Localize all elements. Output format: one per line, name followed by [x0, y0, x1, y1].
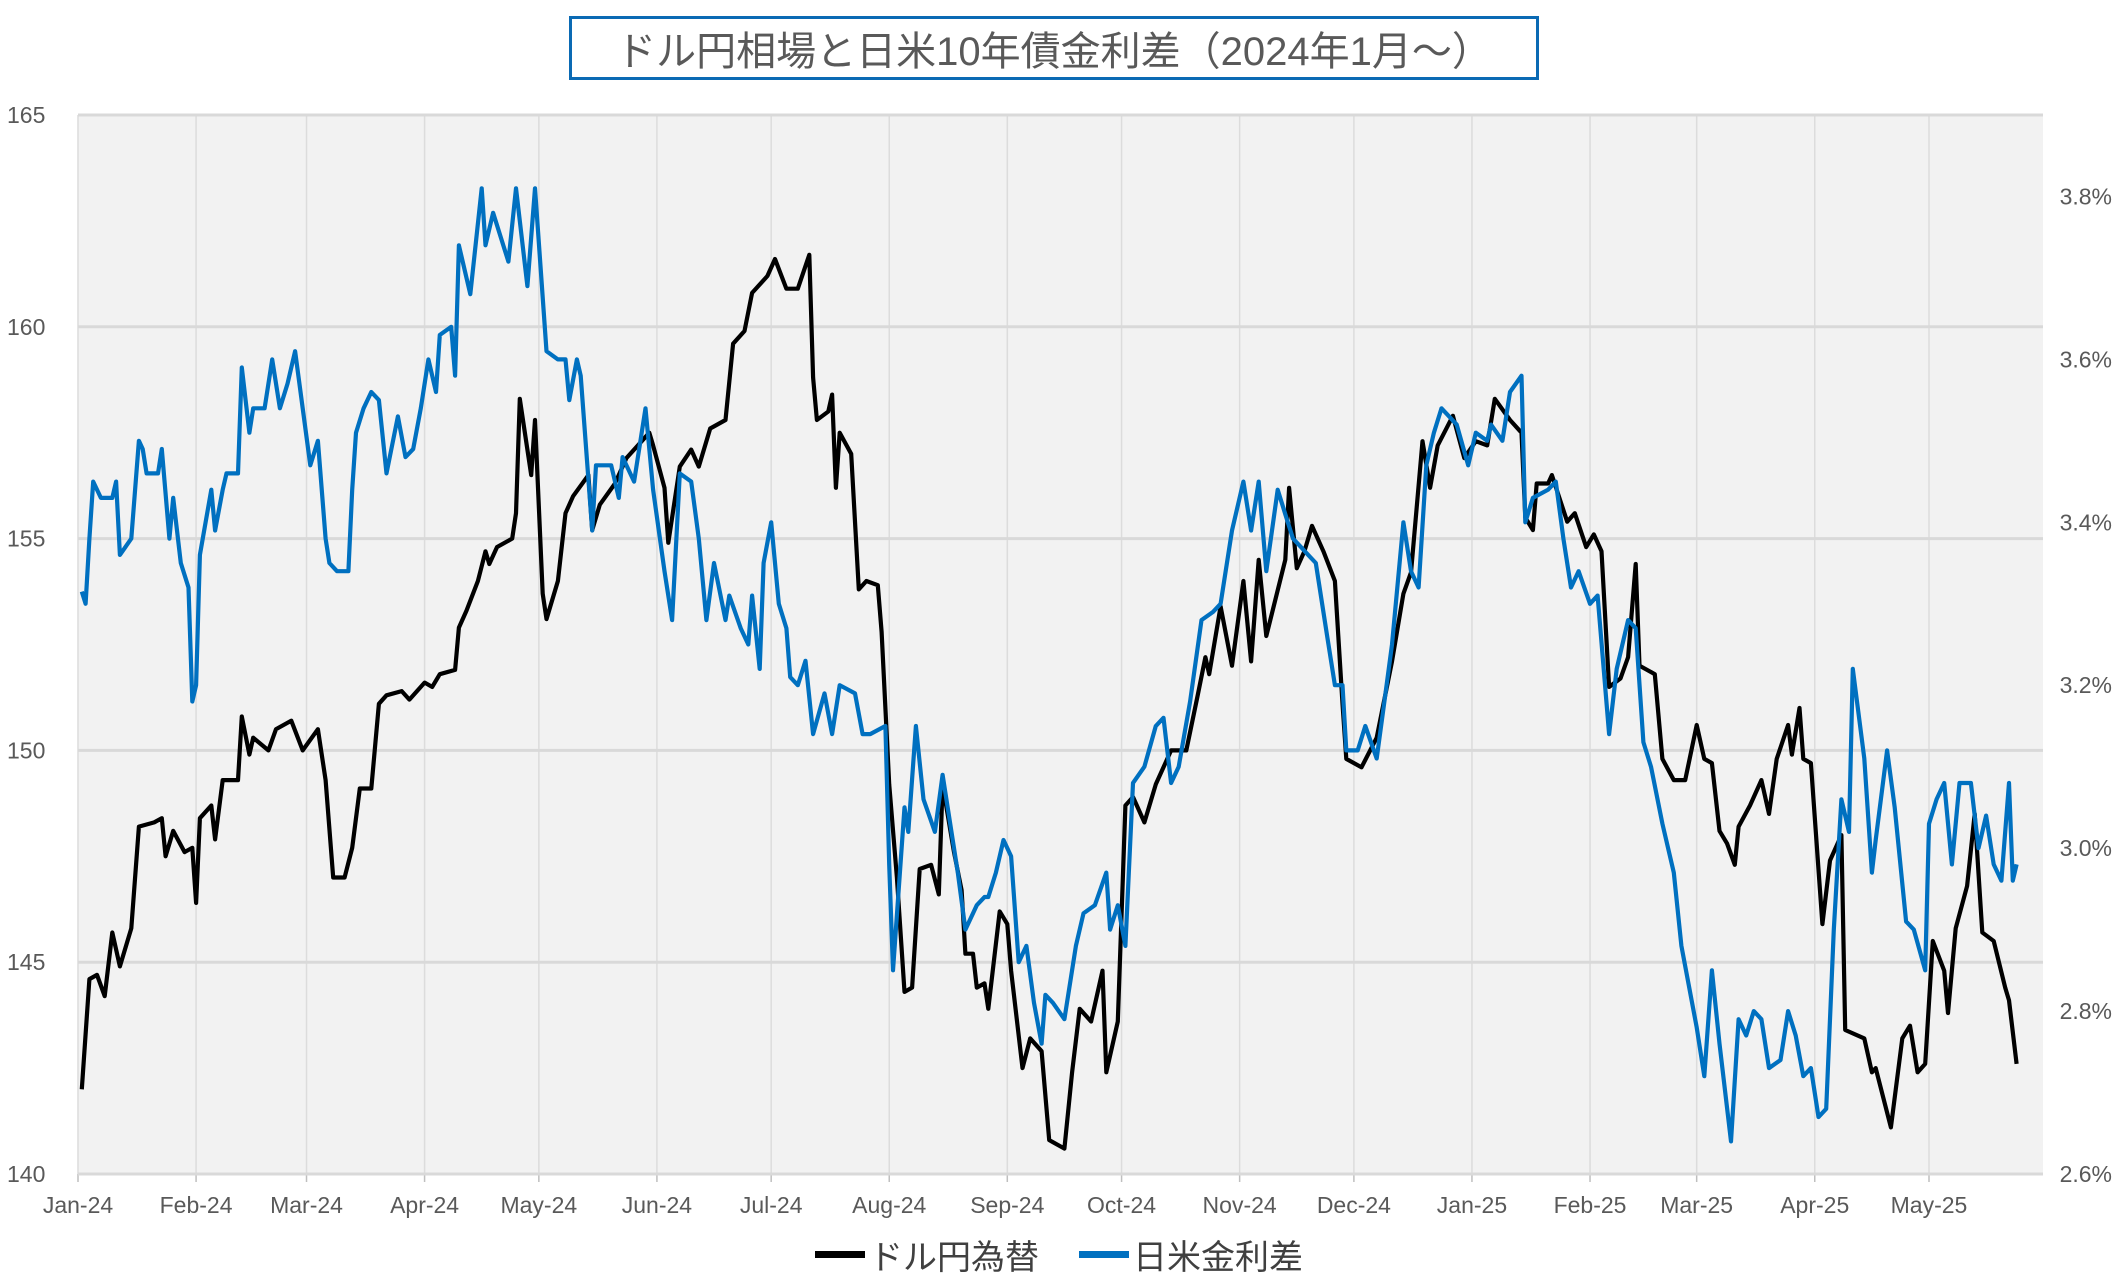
- y-right-tick-label: 3.8%: [2060, 183, 2112, 209]
- x-tick-label: May-24: [500, 1192, 577, 1218]
- y-left-tick-label: 160: [7, 314, 45, 340]
- x-tick-label: Mar-25: [1660, 1192, 1733, 1218]
- x-tick-label: May-25: [1891, 1192, 1968, 1218]
- legend-item-usdjpy: ドル円為替: [815, 1230, 1039, 1279]
- chart-title: ドル円相場と日米10年債金利差（2024年1月～）: [569, 16, 1539, 80]
- y-left-tick-label: 145: [7, 949, 45, 975]
- x-tick-label: Feb-25: [1554, 1192, 1627, 1218]
- legend-label-usdjpy: ドル円為替: [869, 1239, 1039, 1277]
- legend-label-spread: 日米金利差: [1133, 1239, 1303, 1277]
- x-tick-label: Oct-24: [1087, 1192, 1156, 1218]
- x-tick-label: Jan-25: [1437, 1192, 1507, 1218]
- x-tick-label: Sep-24: [970, 1192, 1044, 1218]
- x-tick-label: Dec-24: [1317, 1192, 1391, 1218]
- y-left-tick-label: 150: [7, 737, 45, 763]
- series-line-usdjpy: [79, 252, 2019, 1151]
- y-right-tick-label: 3.6%: [2060, 346, 2112, 372]
- legend-swatch-usdjpy: [815, 1251, 865, 1258]
- legend-swatch-spread: [1079, 1251, 1129, 1258]
- y-left-tick-label: 155: [7, 526, 45, 552]
- y-right-tick-label: 3.2%: [2060, 672, 2112, 698]
- legend-item-spread: 日米金利差: [1079, 1230, 1303, 1279]
- x-tick-label: Mar-24: [270, 1192, 343, 1218]
- x-tick-label: Nov-24: [1203, 1192, 1277, 1218]
- x-tick-label: Jul-24: [740, 1192, 803, 1218]
- y-right-tick-label: 2.8%: [2060, 998, 2112, 1024]
- x-tick-label: Feb-24: [160, 1192, 233, 1218]
- y-right-tick-label: 3.0%: [2060, 835, 2112, 861]
- x-tick-label: Jan-24: [43, 1192, 114, 1218]
- series-line-spread: [79, 186, 2019, 1144]
- x-tick-label: Aug-24: [852, 1192, 926, 1218]
- x-tick-label: Apr-24: [390, 1192, 459, 1218]
- x-tick-label: Jun-24: [622, 1192, 693, 1218]
- legend: ドル円為替 日米金利差: [0, 1230, 2118, 1279]
- y-right-tick-label: 3.4%: [2060, 509, 2112, 535]
- y-left-tick-label: 165: [7, 102, 45, 128]
- y-left-tick-label: 140: [7, 1161, 45, 1187]
- y-right-tick-label: 2.6%: [2060, 1161, 2112, 1187]
- x-tick-label: Apr-25: [1780, 1192, 1849, 1218]
